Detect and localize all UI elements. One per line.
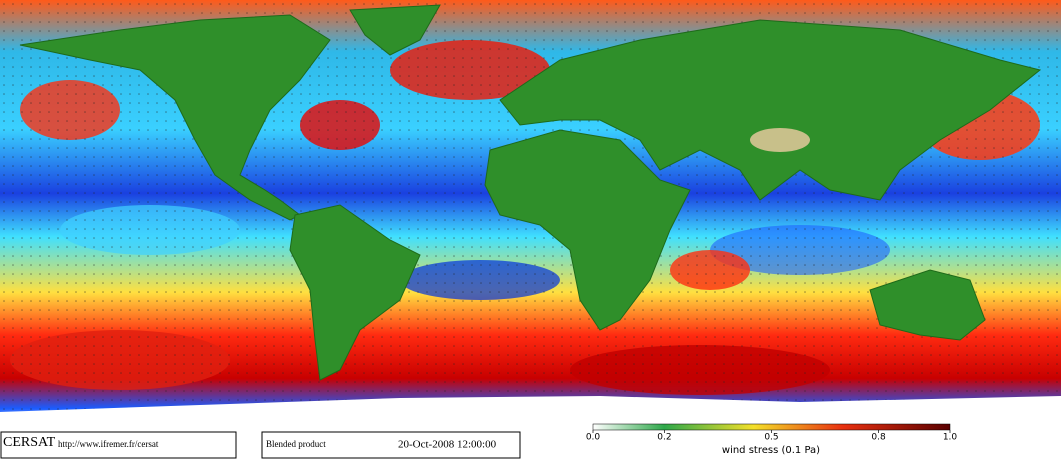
north-america (19, 14, 331, 221)
product-box (261, 431, 521, 459)
colorbar-tick-label: 1.0 (943, 433, 958, 443)
colorbar-ramp (592, 423, 951, 431)
colorbar-tick-label: 0.8 (871, 433, 886, 443)
colorbar: wind stress (0.1 Pa) 0.0 0.2 0.5 0.8 1.0 (586, 423, 958, 456)
colorbar-tick-label: 0.5 (764, 433, 778, 443)
colorbar-label: wind stress (0.1 Pa) (722, 445, 820, 456)
datetime: 20-Oct-2008 12:00:00 (398, 439, 497, 451)
antarctica (0, 396, 1061, 430)
product: Blended product (266, 439, 326, 449)
colorbar-tick-label: 0.0 (586, 433, 601, 443)
africa (484, 129, 691, 331)
url: http://www.ifremer.fr/cersat (58, 439, 159, 449)
colorbar-tick-label: 0.2 (657, 433, 671, 443)
land (19, 4, 1042, 381)
greenland (349, 4, 441, 56)
credit-box (0, 431, 237, 459)
tibet (750, 128, 810, 152)
eurasia (499, 19, 1042, 201)
australia (869, 269, 986, 341)
south-america (289, 204, 421, 381)
logo: CERSAT (3, 435, 56, 450)
